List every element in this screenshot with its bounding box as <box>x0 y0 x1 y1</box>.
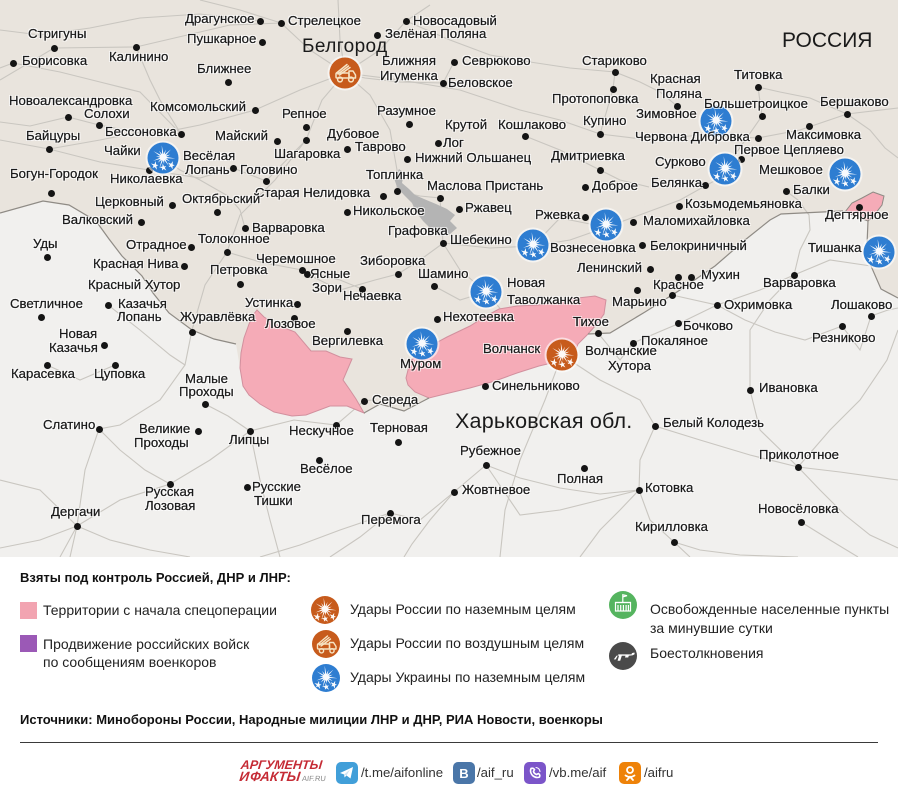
svg-text:B: B <box>459 766 468 781</box>
